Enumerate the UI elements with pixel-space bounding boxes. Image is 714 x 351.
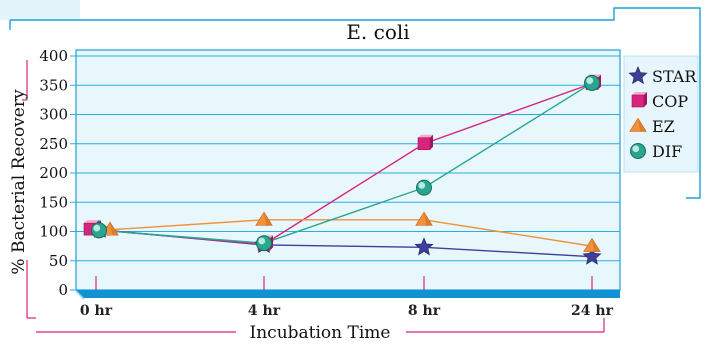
legend-label-cop: COP: [652, 92, 688, 111]
floor-band: [76, 290, 620, 298]
legend-marker-dif: [630, 143, 646, 159]
floor-edge: [76, 290, 84, 300]
data-point-cop: [417, 134, 433, 151]
decor-tab: [0, 0, 80, 20]
x-tick-label: 4 hr: [248, 303, 281, 319]
y-axis-label: % Bacterial Recovery: [9, 89, 29, 275]
chart-title: E. coli: [346, 20, 409, 44]
y-axis-bracket: [22, 60, 36, 319]
series-group: [83, 74, 602, 265]
legend: STAR COP EZ DIF: [628, 65, 697, 161]
x-tick-label: 24 hr: [571, 303, 614, 319]
y-tick-label: 0: [58, 281, 68, 299]
x-axis-bracket: [36, 318, 605, 333]
data-point-dif: [256, 235, 272, 252]
x-tick-label: 8 hr: [408, 303, 441, 319]
x-tick-labels: 0 hr 4 hr 8 hr 24 hr: [80, 303, 614, 319]
series-line-dif: [98, 82, 593, 244]
legend-marker-cop: [631, 92, 647, 108]
legend-marker-ez: [629, 117, 647, 132]
data-point-star: [582, 246, 602, 265]
data-point-ez: [583, 237, 601, 252]
legend-label-dif: DIF: [652, 142, 682, 161]
data-point-ez: [415, 211, 433, 226]
data-point-dif: [416, 179, 432, 196]
y-tick-label: 400: [39, 47, 68, 65]
series-line-ez: [109, 219, 593, 247]
y-tick-label: 300: [39, 106, 68, 124]
y-tick-label: 200: [39, 164, 68, 182]
y-tick-labels: 0 50 100 150 200 250 300 350 400: [39, 47, 68, 299]
data-point-ez: [255, 211, 273, 226]
data-point-dif: [91, 222, 107, 239]
plot-area: [75, 49, 621, 291]
y-tick-label: 350: [39, 76, 68, 94]
y-tick-label: 250: [39, 135, 68, 153]
outer-frame: [9, 7, 701, 199]
x-tick-marks: [95, 276, 593, 290]
data-point-dif: [584, 74, 600, 91]
x-tick-label: 0 hr: [80, 303, 113, 319]
x-axis-label: Incubation Time: [250, 323, 391, 343]
y-tick-label: 150: [39, 193, 68, 211]
legend-label-ez: EZ: [652, 117, 675, 136]
data-point-star: [414, 237, 434, 256]
y-tick-label: 50: [49, 252, 68, 270]
y-tick-label: 100: [39, 223, 68, 241]
gridlines: [70, 55, 620, 291]
legend-label-star: STAR: [652, 67, 697, 86]
legend-marker-star: [628, 65, 648, 85]
